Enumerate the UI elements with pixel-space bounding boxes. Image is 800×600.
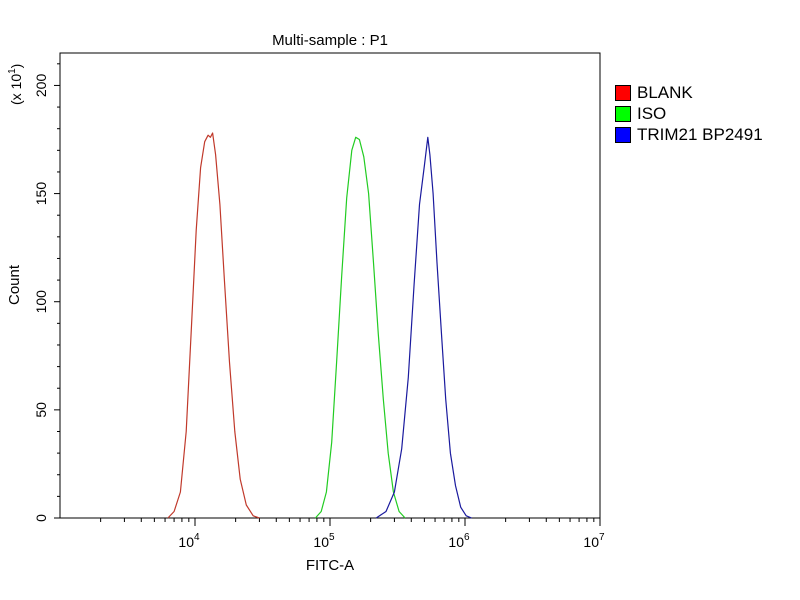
series-line-trim21-bp2491 xyxy=(375,136,472,519)
y-tick-label: 200 xyxy=(33,74,49,98)
legend-swatch-trim21 xyxy=(615,126,631,143)
chart-title: Multi-sample : P1 xyxy=(272,32,388,49)
y-multiplier-close: ) xyxy=(8,64,24,69)
y-axis: 0 50 100 150 200 xyxy=(33,63,60,522)
x-tick-label: 106 xyxy=(448,532,470,550)
y-tick-label: 50 xyxy=(33,402,49,418)
legend-label-trim21: TRIM21 BP2491 xyxy=(637,125,763,144)
x-tick-label: 105 xyxy=(313,532,335,550)
y-multiplier-base: (x 10 xyxy=(8,74,24,105)
y-tick-label: 100 xyxy=(33,290,49,314)
histogram-series xyxy=(167,132,472,519)
y-multiplier-label: (x 101) xyxy=(7,64,24,105)
x-axis: 104 105 106 107 xyxy=(100,518,605,550)
y-axis-label: Count xyxy=(6,264,23,305)
plot-frame xyxy=(59,52,601,519)
svg-text:(x 101): (x 101) xyxy=(7,64,24,105)
legend-swatch-iso xyxy=(615,105,631,122)
legend-item-trim21: TRIM21 BP2491 xyxy=(615,124,763,145)
legend-item-blank: BLANK xyxy=(615,82,763,103)
legend-label-iso: ISO xyxy=(637,104,667,123)
y-multiplier-exp: 1 xyxy=(7,68,18,74)
series-line-iso xyxy=(314,136,406,519)
x-tick-label: 107 xyxy=(583,532,605,550)
x-tick-label: 104 xyxy=(178,532,200,550)
legend-swatch-blank xyxy=(615,84,631,101)
y-tick-label: 150 xyxy=(33,182,49,206)
x-axis-label: FITC-A xyxy=(306,557,354,574)
legend: BLANK ISO TRIM21 BP2491 xyxy=(615,82,763,145)
legend-item-iso: ISO xyxy=(615,103,763,124)
legend-label-blank: BLANK xyxy=(637,83,693,102)
series-line-blank xyxy=(167,132,260,519)
y-tick-label: 0 xyxy=(33,514,49,522)
